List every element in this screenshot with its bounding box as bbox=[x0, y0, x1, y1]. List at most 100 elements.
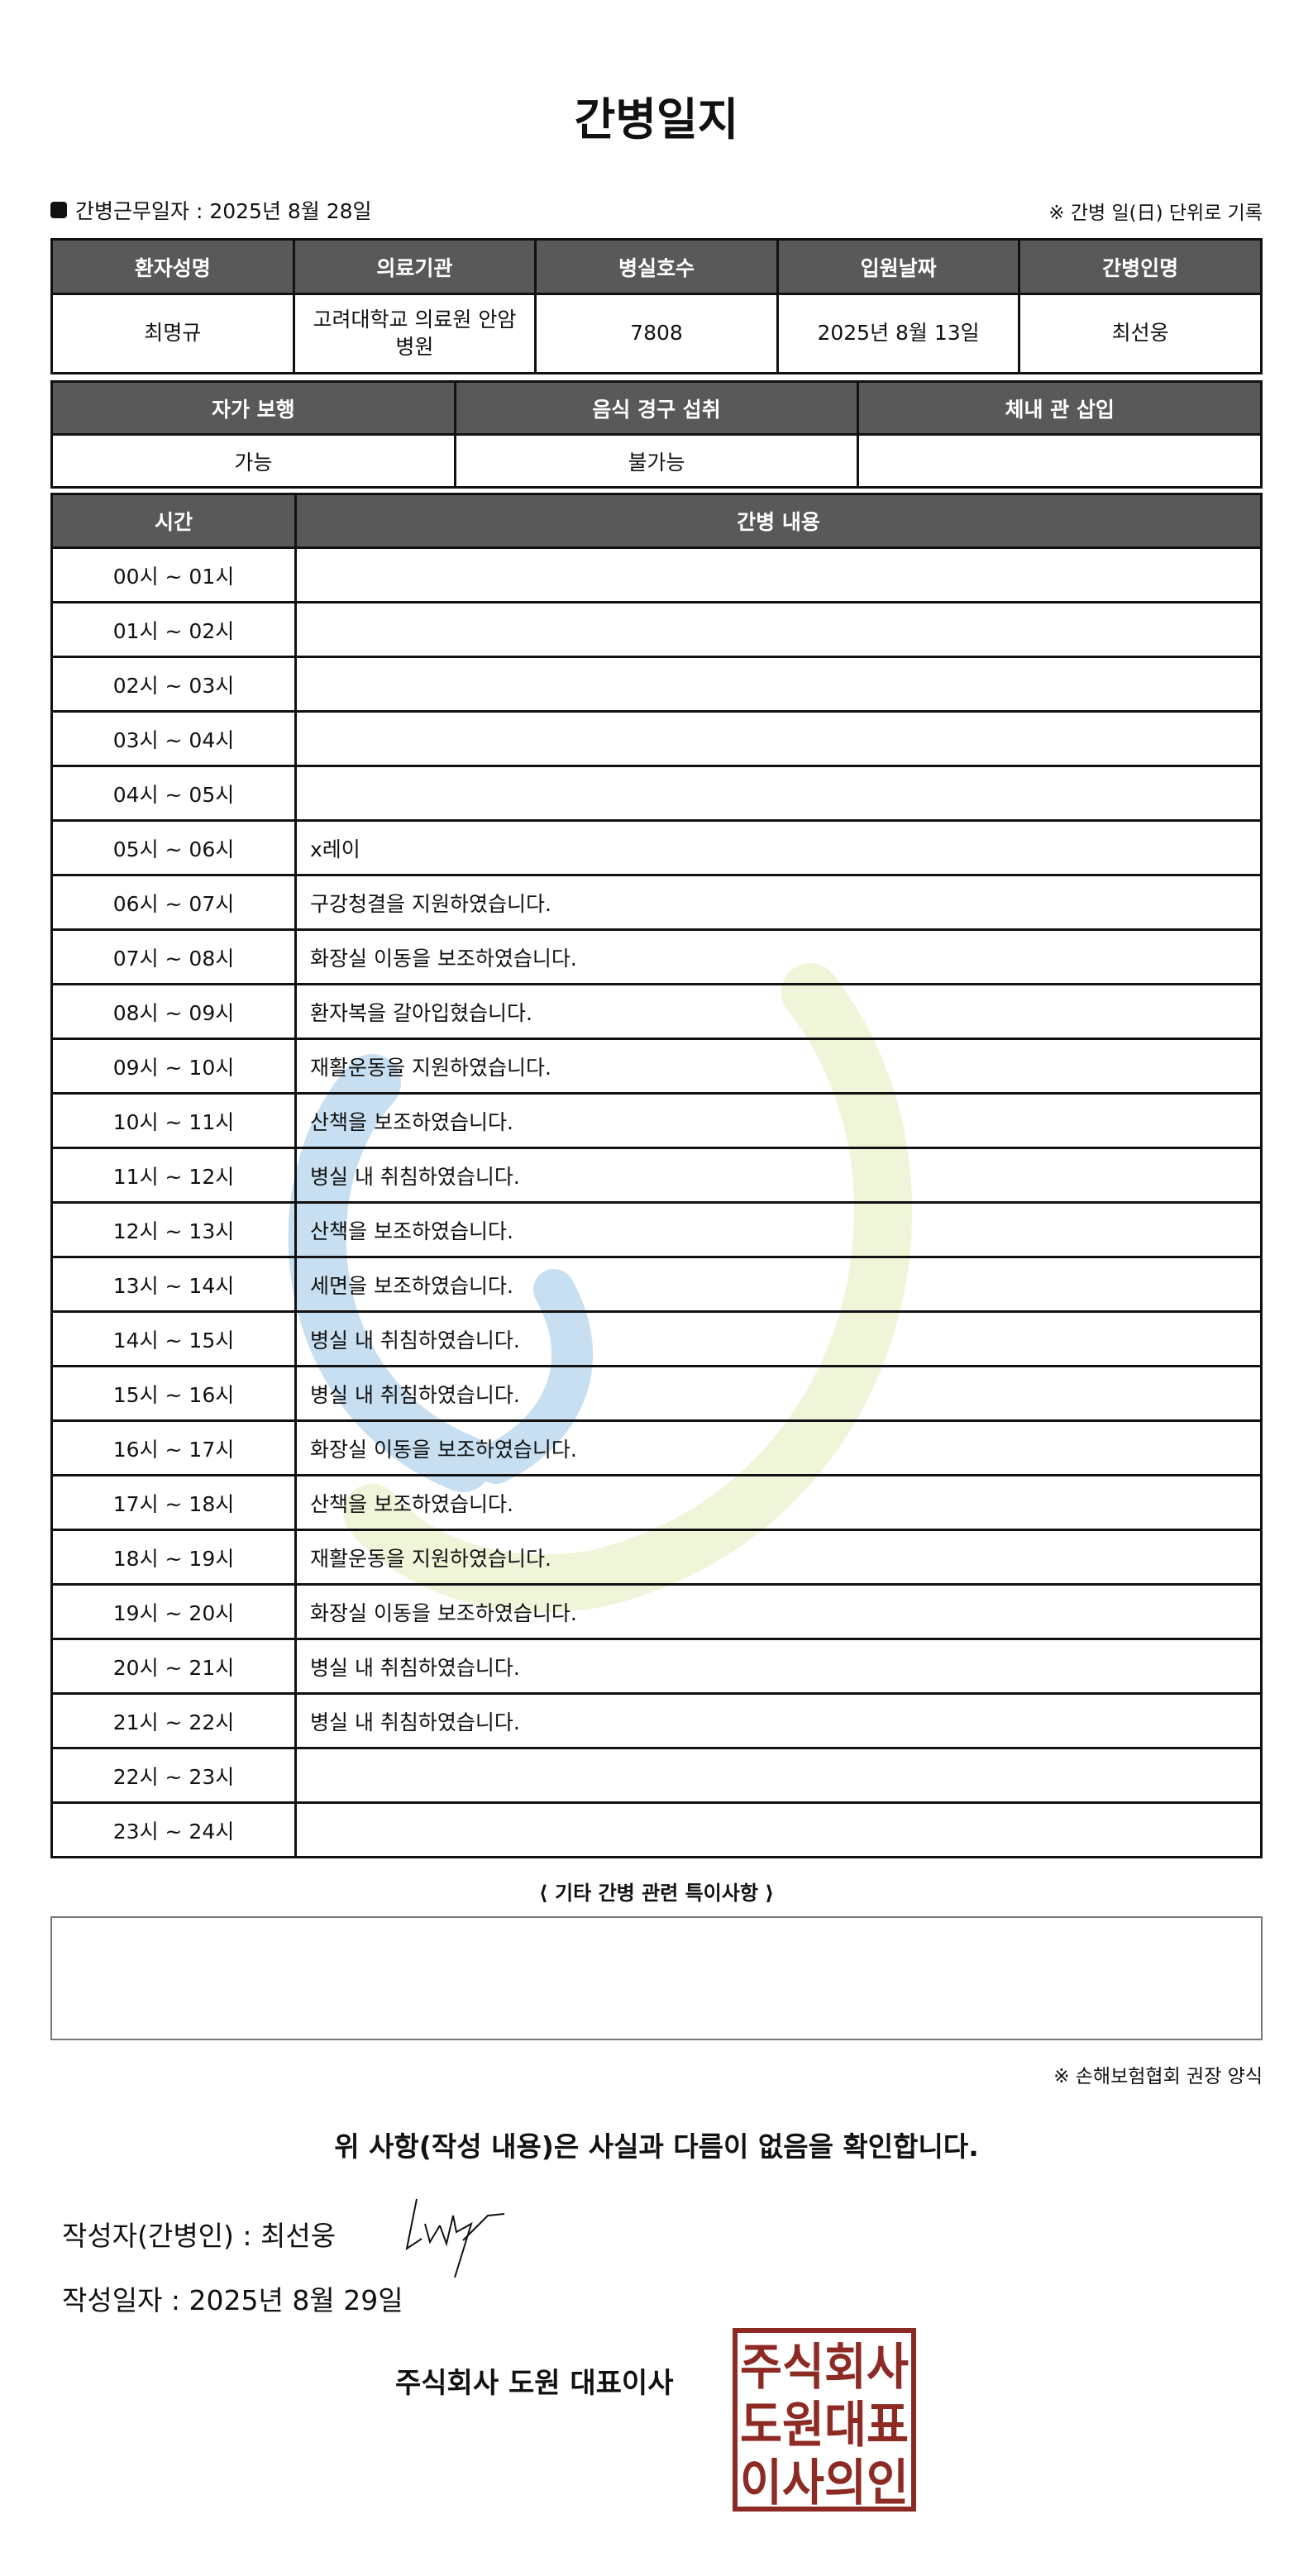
table-row: 10시 ~ 11시 산책을 보조하였습니다. bbox=[50, 1092, 1263, 1149]
table-row: 05시 ~ 06시 x레이 bbox=[50, 819, 1263, 876]
status-table: 자가 보행 음식 경구 섭취 체내 관 삽입 가능 불가능 bbox=[50, 380, 1263, 489]
time-cell: 23시 ~ 24시 bbox=[50, 1801, 297, 1858]
content-cell: 재활운동을 지원하였습니다. bbox=[294, 1529, 1263, 1586]
caregiver-name: 최선웅 bbox=[1018, 293, 1263, 374]
time-cell: 14시 ~ 15시 bbox=[50, 1310, 297, 1367]
header-caregiver: 간병인명 bbox=[1018, 238, 1263, 295]
walking: 가능 bbox=[50, 433, 456, 489]
time-cell: 08시 ~ 09시 bbox=[50, 983, 297, 1040]
confirmation-statement: 위 사항(작성 내용)은 사실과 다름이 없음을 확인합니다. bbox=[334, 2130, 979, 2163]
table-row: 02시 ~ 03시 bbox=[50, 656, 1263, 713]
time-cell: 21시 ~ 22시 bbox=[50, 1692, 297, 1749]
time-cell: 20시 ~ 21시 bbox=[50, 1638, 297, 1695]
time-cell: 04시 ~ 05시 bbox=[50, 765, 297, 822]
seal-glyphs: 주식회사 도원대표 이사의인 bbox=[740, 2339, 909, 2512]
time-cell: 00시 ~ 01시 bbox=[50, 546, 297, 603]
table-row: 17시 ~ 18시 산책을 보조하였습니다. bbox=[50, 1474, 1263, 1531]
company-seal: 주식회사 도원대표 이사의인 bbox=[733, 2328, 916, 2512]
time-cell: 05시 ~ 06시 bbox=[50, 819, 297, 876]
company-representative: 주식회사 도원 대표이사 bbox=[395, 2367, 674, 2400]
care-log-table: 시간 간병 내용 00시 ~ 01시 01시 ~ 02시 02시 ~ 03시 03시 ~… bbox=[50, 493, 1263, 1858]
content-cell: 병실 내 취침하였습니다. bbox=[294, 1638, 1263, 1695]
table-row: 18시 ~ 19시 재활운동을 지원하였습니다. bbox=[50, 1529, 1263, 1586]
content-cell: 구강청결을 지원하였습니다. bbox=[294, 874, 1263, 931]
table-row: 08시 ~ 09시 환자복을 갈아입혔습니다. bbox=[50, 983, 1263, 1040]
content-cell: 산책을 보조하였습니다. bbox=[294, 1474, 1263, 1531]
admission-date: 2025년 8월 13일 bbox=[776, 293, 1021, 374]
table-row: 00시 ~ 01시 bbox=[50, 546, 1263, 603]
content-cell: 병실 내 취침하였습니다. bbox=[294, 1365, 1263, 1422]
time-cell: 10시 ~ 11시 bbox=[50, 1092, 297, 1149]
table-row: 09시 ~ 10시 재활운동을 지원하였습니다. bbox=[50, 1038, 1263, 1095]
table-row: 01시 ~ 02시 bbox=[50, 601, 1263, 658]
content-cell: 산책을 보조하였습니다. bbox=[294, 1201, 1263, 1258]
signature bbox=[405, 2198, 505, 2278]
room-number: 7808 bbox=[534, 293, 779, 374]
time-cell: 03시 ~ 04시 bbox=[50, 710, 297, 767]
time-cell: 19시 ~ 20시 bbox=[50, 1583, 297, 1640]
svg-text:주식회사: 주식회사 bbox=[740, 2339, 909, 2397]
written-date: 작성일자 : 2025년 8월 29일 bbox=[62, 2284, 403, 2316]
table-row: 22시 ~ 23시 bbox=[50, 1747, 1263, 1804]
notes-box bbox=[50, 1916, 1263, 2040]
table-row: 23시 ~ 24시 bbox=[50, 1801, 1263, 1858]
time-cell: 15시 ~ 16시 bbox=[50, 1365, 297, 1422]
header-walking: 자가 보행 bbox=[50, 380, 456, 436]
writer: 작성자(간병인) : 최선웅 bbox=[62, 2220, 337, 2252]
bullet-square-icon bbox=[50, 202, 67, 218]
table-row: 07시 ~ 08시 화장실 이동을 보조하였습니다. bbox=[50, 928, 1263, 985]
content-cell bbox=[294, 765, 1263, 822]
time-cell: 17시 ~ 18시 bbox=[50, 1474, 297, 1531]
content-cell bbox=[294, 1747, 1263, 1804]
time-cell: 12시 ~ 13시 bbox=[50, 1201, 297, 1258]
content-cell bbox=[294, 601, 1263, 658]
table-row: 14시 ~ 15시 병실 내 취침하였습니다. bbox=[50, 1310, 1263, 1367]
content-cell bbox=[294, 710, 1263, 767]
content-cell: 화장실 이동을 보조하였습니다. bbox=[294, 1419, 1263, 1476]
time-cell: 18시 ~ 19시 bbox=[50, 1529, 297, 1586]
oral-intake: 불가능 bbox=[453, 433, 860, 489]
table-row: 16시 ~ 17시 화장실 이동을 보조하였습니다. bbox=[50, 1419, 1263, 1476]
time-cell: 13시 ~ 14시 bbox=[50, 1256, 297, 1313]
content-cell: 재활운동을 지원하였습니다. bbox=[294, 1038, 1263, 1095]
content-cell: 병실 내 취침하였습니다. bbox=[294, 1147, 1263, 1204]
svg-text:이사의인: 이사의인 bbox=[740, 2454, 909, 2507]
time-cell: 09시 ~ 10시 bbox=[50, 1038, 297, 1095]
content-cell bbox=[294, 546, 1263, 603]
time-cell: 01시 ~ 02시 bbox=[50, 601, 297, 658]
time-cell: 02시 ~ 03시 bbox=[50, 656, 297, 713]
header-content: 간병 내용 bbox=[294, 493, 1263, 549]
content-cell: 병실 내 취침하였습니다. bbox=[294, 1692, 1263, 1749]
table-row: 15시 ~ 16시 병실 내 취침하였습니다. bbox=[50, 1365, 1263, 1422]
time-cell: 11시 ~ 12시 bbox=[50, 1147, 297, 1204]
table-row: 13시 ~ 14시 세면을 보조하였습니다. bbox=[50, 1256, 1263, 1313]
table-row: 03시 ~ 04시 bbox=[50, 710, 1263, 767]
work-date-text: 간병근무일자 : 2025년 8월 28일 bbox=[75, 199, 372, 223]
table-row: 19시 ~ 20시 화장실 이동을 보조하였습니다. bbox=[50, 1583, 1263, 1640]
unit-note: ※ 간병 일(日) 단위로 기록 bbox=[1048, 203, 1263, 224]
time-cell: 07시 ~ 08시 bbox=[50, 928, 297, 985]
content-cell bbox=[294, 1801, 1263, 1858]
notes-label: ⟨ 기타 간병 관련 특이사항 ⟩ bbox=[538, 1882, 775, 1905]
header-patient-name: 환자성명 bbox=[50, 238, 295, 295]
header-oral-intake: 음식 경구 섭취 bbox=[453, 380, 860, 436]
patient-name: 최명규 bbox=[50, 293, 295, 374]
header-room: 병실호수 bbox=[534, 238, 779, 295]
table-row: 20시 ~ 21시 병실 내 취침하였습니다. bbox=[50, 1638, 1263, 1695]
header-hospital: 의료기관 bbox=[292, 238, 537, 295]
content-cell: x레이 bbox=[294, 819, 1263, 876]
time-cell: 16시 ~ 17시 bbox=[50, 1419, 297, 1476]
time-cell: 06시 ~ 07시 bbox=[50, 874, 297, 931]
table-row: 12시 ~ 13시 산책을 보조하였습니다. bbox=[50, 1201, 1263, 1258]
table-row: 04시 ~ 05시 bbox=[50, 765, 1263, 822]
table-row: 11시 ~ 12시 병실 내 취침하였습니다. bbox=[50, 1147, 1263, 1204]
header-time: 시간 bbox=[50, 493, 297, 549]
content-cell: 화장실 이동을 보조하였습니다. bbox=[294, 1583, 1263, 1640]
content-cell: 화장실 이동을 보조하였습니다. bbox=[294, 928, 1263, 985]
page-title: 간병일지 bbox=[574, 93, 739, 145]
patient-table: 환자성명 의료기관 병실호수 입원날짜 간병인명 최명규 고려대학교 의료원 안암병원 78… bbox=[50, 238, 1263, 374]
header-admission-date: 입원날짜 bbox=[776, 238, 1021, 295]
tube bbox=[857, 433, 1263, 489]
table-row: 21시 ~ 22시 병실 내 취침하였습니다. bbox=[50, 1692, 1263, 1749]
hospital: 고려대학교 의료원 안암병원 bbox=[292, 293, 537, 374]
